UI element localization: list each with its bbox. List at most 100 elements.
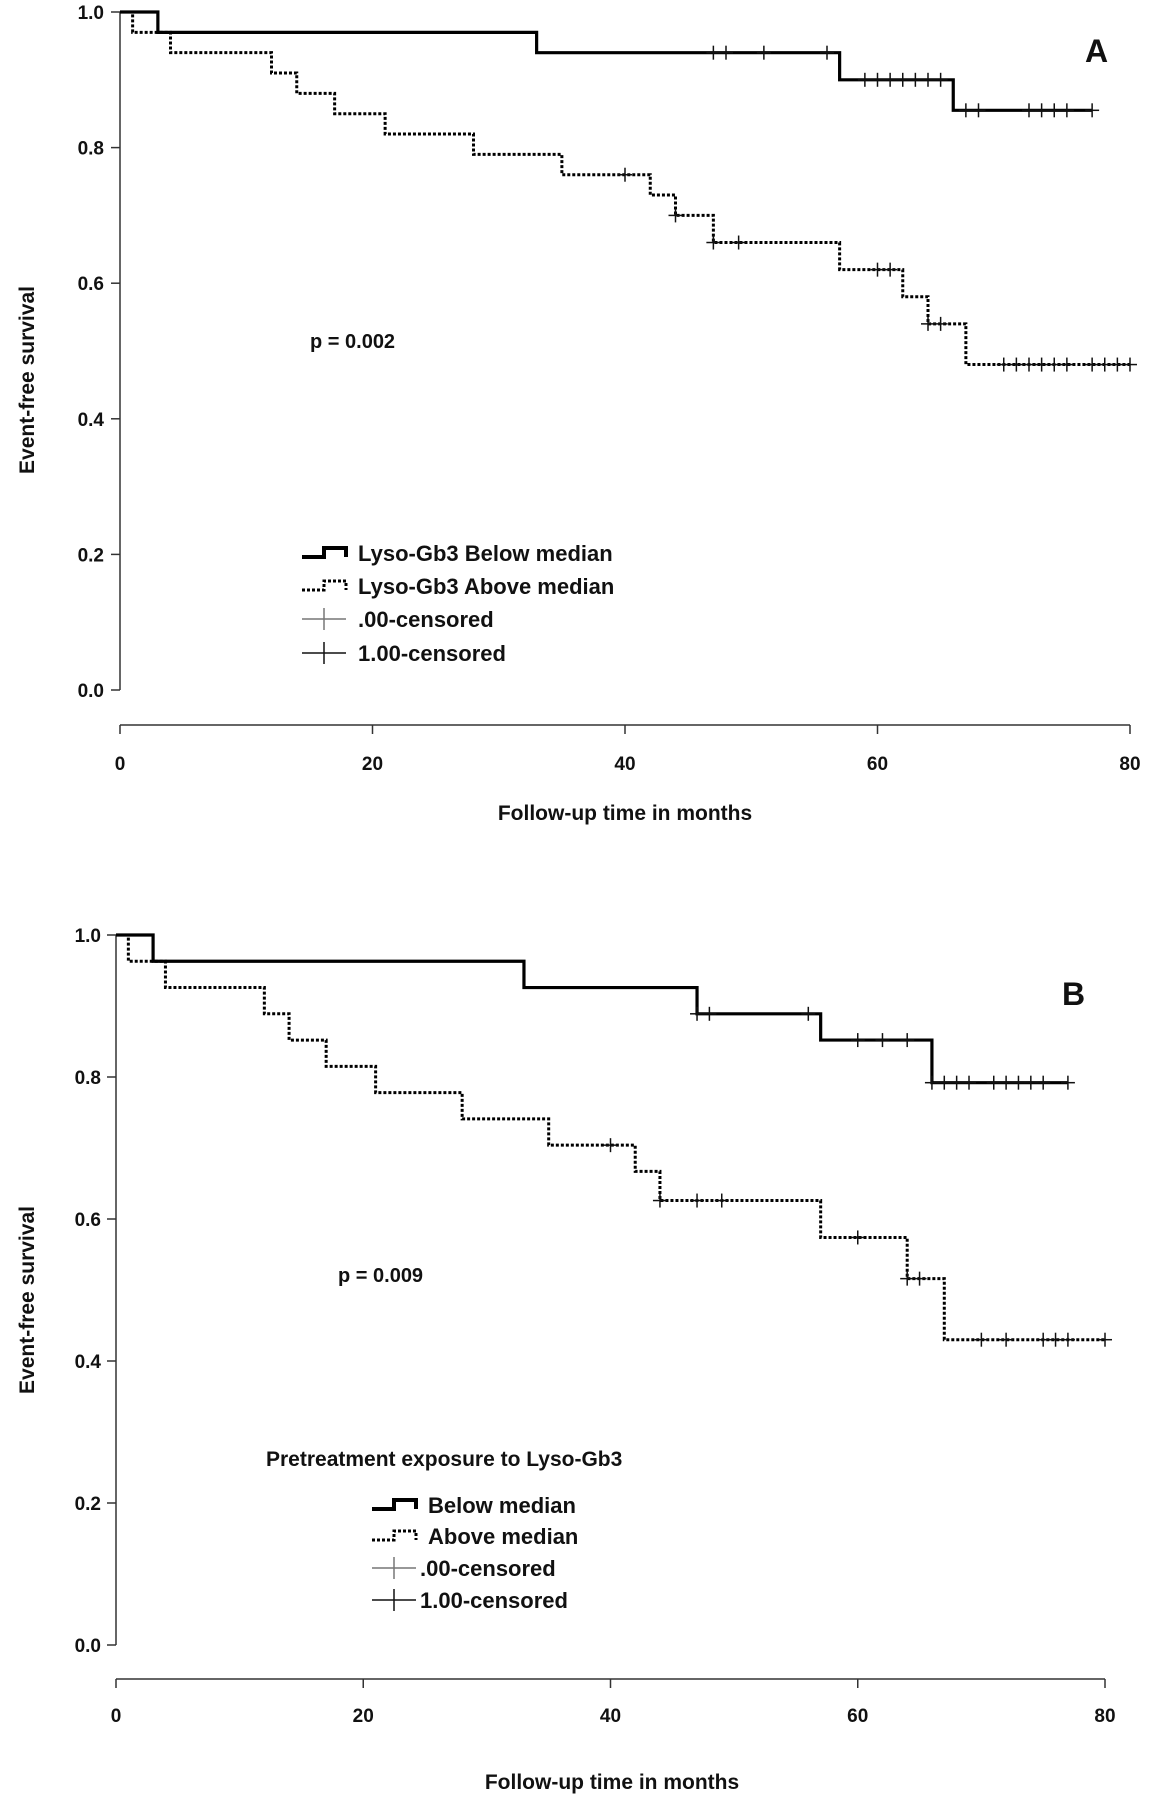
panel-b-censor-mark-below-median [850,1033,865,1048]
panel-a-legend-swatch-censored-1 [302,642,346,664]
panel-a-x-tick-label: 80 [1119,754,1140,775]
panel-a-chart: 0.00.20.40.60.81.00 20 40 60 80 A p = 0.002 … [16,3,1141,825]
panel-a-legend-censored-1: 1.00-censored [358,641,506,666]
panel-a-censor-mark-below-median [857,72,872,87]
panel-b-censor-mark-above-median [1060,1332,1075,1347]
panel-b-censor-mark-below-median [801,1006,816,1021]
panel-a-x-axis-title: Follow-up time in months [498,802,752,825]
panel-a-censor-mark-below-median [1047,103,1062,118]
panel-a-y-tick-label: 0.6 [78,274,104,295]
panel-a-censor-mark-below-median [883,72,898,87]
panel-b-y-axis-title: Event-free survival [16,1206,39,1394]
panel-b-censor-mark-above-median [912,1271,927,1286]
panel-a-censor-mark-below-median [820,45,834,60]
panel-a-legend-swatch-above-median [302,579,348,592]
panel-a-censor-mark-above-median [1022,357,1036,372]
panel-a-curves [120,10,1137,372]
panel-a-legend-above-median: Lyso-Gb3 Above median [358,574,614,599]
panel-b-legend-swatch-above-median [372,1529,418,1542]
panel-a-legend-below-median: Lyso-Gb3 Below median [358,541,613,566]
panel-a-y-tick-label: 0.4 [78,410,105,431]
panel-b-y-tick-label: 0.2 [75,1494,101,1515]
panel-a-censor-mark-below-median [921,72,935,87]
panel-a-censor-mark-above-median [1047,357,1062,372]
panel-a-censor-mark-above-median [996,357,1011,372]
panel-b-censor-mark-below-median [924,1075,939,1090]
panel-b-censor-mark-above-median [603,1138,618,1153]
panel-a-censor-mark-above-median [883,262,898,277]
panel-b-censor-mark-above-median [1098,1332,1112,1347]
panel-a-censor-mark-above-median [731,235,746,250]
panel-a-censor-mark-below-median [895,72,910,87]
panel-b-x-tick-label: 80 [1094,1706,1115,1727]
panel-b-x-tick-label: 20 [353,1706,374,1727]
panel-a-series-above-median [120,10,1130,367]
panel-a-censor-mark-below-median [719,45,733,60]
panel-b-x-axis-title: Follow-up time in months [485,1771,739,1794]
panel-b-x-tick-label: 40 [600,1706,621,1727]
panel-b-series-above-median [116,933,1105,1342]
panel-a-axes: 0.0 0.2 0.4 0.6 0.8 1.0 0 20 40 60 80 [78,3,1141,775]
panel-a-series-below-median [120,10,1093,112]
panel-a-legend: Lyso-Gb3 Below median Lyso-Gb3 Above med… [302,541,614,666]
panel-a-censor-mark-below-median [1022,103,1036,118]
panel-a-x-tick-label: 0 [115,754,126,775]
panel-a-censor-mark-below-median [1034,103,1049,118]
panel-b-censor-mark-below-median [999,1075,1014,1090]
panel-b-censor-mark-below-median [1036,1075,1051,1090]
panel-b-censor-mark-below-median [937,1075,952,1090]
panel-b-chart: 0.00.20.40.60.81.00 20 40 60 80 B p = 0.009 … [16,926,1116,1794]
panel-b-legend-above-median: Above median [428,1524,578,1549]
panel-b-censor-mark-above-median [690,1193,705,1208]
panel-b-censor-mark-above-median [999,1332,1014,1347]
panel-b-censor-mark-below-median [690,1006,705,1021]
panel-b-censor-mark-below-median [900,1033,915,1048]
panel-a-censor-mark-above-median [1110,357,1125,372]
panel-a-censor-mark-above-median [1059,357,1074,372]
panel-b-y-tick-label: 1.0 [75,926,101,947]
panel-a-censor-mark-below-median [958,103,973,118]
panel-a-legend-icons [302,546,348,664]
panel-b-p-value: p = 0.009 [338,1265,423,1287]
panel-b-censor-mark-below-median [875,1033,890,1048]
panel-a-censor-mark-below-median [756,45,771,60]
panel-b-legend-swatch-below-median [372,1498,418,1511]
panel-b-x-tick-label: 0 [111,1706,122,1727]
panel-a-censor-mark-above-median [1034,357,1049,372]
panel-b-censor-mark-below-median [1060,1075,1075,1090]
panel-b-legend: Pretreatment exposure to Lyso-Gb3 Below … [266,1448,622,1613]
panel-b-legend-below-median: Below median [428,1493,576,1518]
panel-a-censor-mark-above-median [1123,357,1137,372]
panel-b-censor-mark-above-median [900,1271,915,1286]
panel-a-censor-mark-below-median [1059,103,1074,118]
panel-a-censor-mark-above-median [1085,357,1100,372]
panel-b-y-tick-label: 0.4 [75,1352,102,1373]
panel-b-y-tick-label: 0.8 [75,1068,101,1089]
panel-b-series-below-median [116,933,1068,1085]
panel-b-censor-mark-above-median [1048,1332,1063,1347]
panel-b-legend-title: Pretreatment exposure to Lyso-Gb3 [266,1448,622,1471]
panel-a-censor-mark-above-median [668,208,683,223]
panel-b-censor-mark-above-median [974,1332,989,1347]
panel-a-legend-censored-0: .00-censored [358,607,494,632]
panel-a-censor-mark-below-median [706,45,721,60]
panel-a-y-tick-label: 0.0 [78,681,104,702]
panel-a-legend-swatch-below-median [302,546,348,559]
panel-a-censor-mark-above-median [618,167,632,182]
panel-b-censor-mark-above-median [652,1193,667,1208]
panel-b-censor-mark-below-median [702,1006,717,1021]
panel-a-x-tick-label: 40 [614,754,635,775]
panel-b-censor-mark-below-median [1023,1075,1038,1090]
panel-a-legend-swatch-censored-0 [302,608,346,630]
panel-a-x-tick-label: 60 [867,754,888,775]
panel-b-curves [116,933,1112,1347]
panel-a-censor-mark-above-median [870,262,885,277]
panel-b-legend-icons [372,1498,418,1611]
panel-a-y-tick-label: 1.0 [78,3,104,24]
panel-a-censor-mark-below-median [870,72,885,87]
panel-a-censor-mark-below-median [908,72,923,87]
panel-a-y-tick-label: 0.8 [78,139,104,160]
panel-b-censor-mark-above-median [1036,1332,1051,1347]
panel-a-censor-mark-below-median [1085,103,1100,118]
panel-b-label: B [1062,976,1085,1012]
